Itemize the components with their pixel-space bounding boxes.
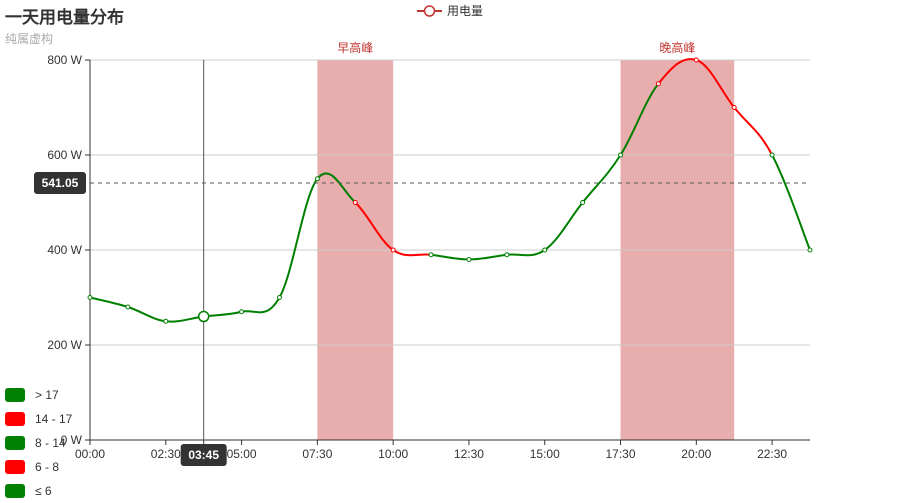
series-segment	[354, 201, 395, 251]
x-tick-label: 02:30	[151, 447, 181, 461]
x-tick-label: 22:30	[757, 447, 787, 461]
data-point	[314, 176, 320, 182]
data-point	[769, 152, 775, 158]
data-point	[163, 318, 169, 324]
series-segment	[316, 172, 357, 204]
data-point	[693, 57, 699, 63]
data-point	[276, 295, 282, 300]
visual-map-item[interactable]: 8 - 14	[5, 431, 72, 455]
mark-area-label: 晚高峰	[659, 40, 695, 55]
series-segment	[430, 253, 470, 261]
series-segment	[392, 249, 433, 257]
data-point	[731, 105, 737, 110]
data-point	[580, 200, 586, 205]
data-point	[390, 247, 396, 253]
series-segment	[657, 58, 698, 85]
data-point	[542, 247, 548, 253]
x-tick-label: 12:30	[454, 447, 484, 461]
series-segment	[733, 106, 774, 156]
visual-map-item[interactable]: 6 - 8	[5, 455, 72, 479]
data-point	[655, 81, 661, 87]
y-tick-label: 600 W	[47, 148, 82, 162]
visual-map-label: > 17	[35, 388, 59, 402]
x-tick-label: 20:00	[681, 447, 711, 461]
series-segment	[126, 306, 167, 323]
series-segment	[581, 154, 622, 204]
series-segment	[771, 154, 811, 251]
x-tick-label: 10:00	[378, 447, 408, 461]
y-pointer-label: 541.05	[42, 176, 79, 190]
tooltip-pointer: 541.05 03:45	[34, 60, 810, 466]
data-point	[504, 252, 510, 258]
series-segment	[543, 201, 584, 251]
visual-map-swatch	[5, 484, 25, 498]
data-point	[352, 200, 358, 205]
y-tick-label: 200 W	[47, 338, 82, 352]
x-tick-label: 15:00	[530, 447, 560, 461]
y-tick-label: 800 W	[47, 53, 82, 67]
x-tick-label: 00:00	[75, 447, 105, 461]
visual-map-legend: > 17 14 - 17 8 - 14 6 - 8 ≤ 6	[5, 383, 72, 503]
legend-item-power[interactable]: 用电量	[417, 2, 483, 19]
highlighted-point	[197, 310, 210, 323]
data-point	[87, 295, 93, 300]
data-point	[428, 252, 434, 258]
data-point	[618, 152, 624, 158]
data-point	[466, 257, 472, 262]
series-segment	[695, 59, 736, 109]
chart-subtitle: 纯属虚构	[5, 32, 54, 46]
visual-map-label: 14 - 17	[35, 412, 73, 426]
data-point	[125, 304, 131, 310]
y-tick-label: 0 W	[61, 433, 83, 447]
series-segment	[505, 249, 546, 257]
x-tick-label: 07:30	[302, 447, 332, 461]
visual-map-swatch	[5, 436, 25, 450]
chart-title: 一天用电量分布	[5, 8, 124, 27]
series-segment	[278, 177, 319, 299]
data-point	[807, 247, 813, 253]
y-tick-label: 400 W	[47, 243, 82, 257]
legend-label: 用电量	[447, 4, 484, 18]
series-line	[89, 58, 811, 323]
series-segment	[619, 82, 660, 156]
visual-map-item[interactable]: > 17	[5, 383, 72, 407]
visual-map-label: 6 - 8	[35, 460, 60, 474]
series-segment	[89, 296, 129, 308]
series-segment	[240, 296, 281, 314]
x-pointer-label: 03:45	[188, 448, 219, 462]
visual-map-swatch	[5, 460, 25, 474]
visual-map-item[interactable]: 14 - 17	[5, 407, 72, 431]
visual-map-label: ≤ 6	[35, 484, 52, 498]
visual-map-swatch	[5, 412, 25, 426]
legend-line-circle-icon	[417, 4, 442, 17]
y-pointer-label-box	[34, 172, 86, 195]
visual-map-item[interactable]: ≤ 6	[5, 479, 72, 503]
mark-areas: 早高峰 晚高峰	[317, 40, 735, 440]
x-tick-label: 17:30	[606, 447, 636, 461]
x-tick-label: 05:00	[227, 447, 257, 461]
visual-map-swatch	[5, 388, 25, 402]
series-segment	[467, 253, 508, 261]
data-points	[87, 57, 813, 324]
x-pointer-label-box	[180, 444, 227, 466]
data-point	[239, 309, 245, 315]
visual-map-label: 8 - 14	[35, 436, 66, 450]
mark-area-label: 早高峰	[337, 40, 373, 55]
